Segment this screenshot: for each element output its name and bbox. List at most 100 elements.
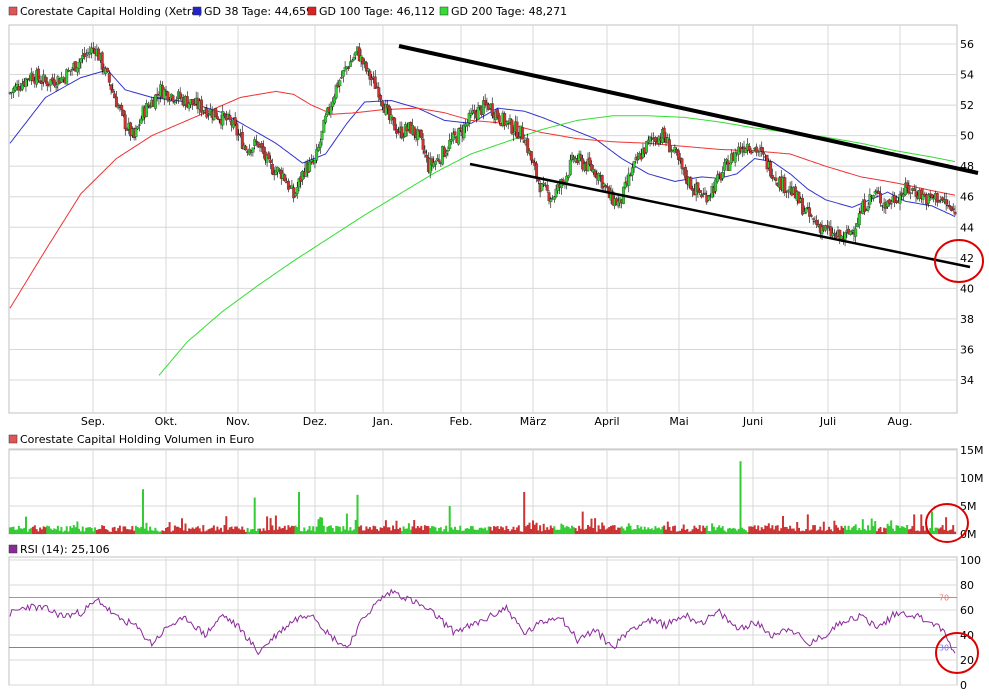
volume-bar — [608, 527, 611, 534]
volume-bar — [399, 527, 402, 534]
volume-bar — [223, 525, 226, 534]
candle-body — [520, 127, 524, 140]
volume-bar — [704, 527, 706, 534]
candle-body — [51, 77, 55, 82]
volume-bar — [16, 529, 19, 534]
candle-body — [627, 173, 631, 186]
volume-bar — [361, 530, 364, 534]
candle-body — [40, 81, 44, 84]
volume-bar — [611, 525, 614, 534]
volume-bar — [186, 531, 189, 534]
volume-bar — [563, 527, 566, 534]
volume-bar — [757, 525, 760, 534]
volume-bar — [815, 530, 818, 534]
volume-bar — [794, 530, 797, 534]
volume-bar — [778, 530, 781, 534]
candle-body — [90, 47, 94, 54]
volume-bar — [237, 528, 240, 534]
candle-body — [357, 47, 361, 62]
volume-bar — [551, 528, 554, 534]
volume-bar — [891, 528, 894, 534]
candle-body — [428, 158, 432, 174]
volume-bar — [195, 527, 198, 534]
volume-bar — [262, 528, 265, 534]
volume-bar — [99, 528, 102, 534]
volume-bar — [388, 527, 391, 534]
candle-body — [185, 96, 189, 108]
volume-bar — [14, 529, 17, 534]
candle-body — [476, 106, 480, 120]
volume-bar — [248, 531, 251, 534]
volume-bar — [157, 531, 160, 534]
lower-trendline — [469, 162, 971, 269]
volume-bar — [714, 530, 717, 534]
volume-bar — [709, 531, 712, 534]
volume-bar — [496, 526, 499, 534]
volume-bar — [571, 525, 573, 534]
volume-bar — [406, 528, 409, 534]
volume-bar — [810, 529, 813, 534]
volume-bar — [282, 528, 284, 534]
candle-body — [283, 174, 287, 181]
volume-bar — [484, 527, 487, 534]
volume-bar — [271, 525, 274, 534]
volume-bar — [227, 529, 230, 534]
candle-body — [531, 160, 535, 164]
volume-bar — [211, 527, 214, 534]
volume-bar — [393, 529, 396, 534]
volume-bar — [163, 531, 166, 534]
volume-bar — [599, 529, 602, 534]
candle-body — [348, 61, 352, 67]
volume-bar — [33, 525, 36, 534]
candle-body — [542, 182, 546, 185]
candle-body — [871, 195, 875, 199]
volume-bar — [445, 525, 448, 534]
volume-bar — [17, 526, 20, 534]
candle-body — [309, 159, 313, 163]
volume-bar — [941, 525, 944, 534]
volume-bar — [602, 525, 605, 534]
volume-bar — [691, 529, 694, 534]
legend-stock: Corestate Capital Holding (Xetra) — [20, 5, 202, 18]
volume-bar — [30, 527, 33, 534]
candle-body — [854, 228, 858, 237]
volume-bar — [574, 528, 577, 534]
price-y-tick: 40 — [960, 282, 974, 295]
candle-body — [297, 178, 301, 187]
volume-bar — [613, 525, 616, 534]
volume-bar — [936, 527, 939, 534]
candle-body — [175, 99, 179, 101]
volume-bar — [620, 526, 623, 534]
candle-body — [496, 109, 500, 118]
volume-bar — [269, 518, 272, 534]
candle-body — [269, 159, 273, 163]
candle-body — [444, 152, 448, 156]
candle-body — [645, 141, 648, 153]
legend-swatch-rsi — [8, 544, 18, 554]
volume-bar — [663, 525, 666, 534]
volume-bar — [485, 530, 488, 534]
volume-bar — [83, 531, 86, 534]
candle-body — [941, 197, 945, 201]
volume-bar — [214, 530, 217, 534]
rsi-y-tick: 60 — [960, 604, 974, 617]
candle-body — [478, 105, 482, 107]
volume-bar — [188, 528, 191, 534]
volume-bar — [228, 527, 231, 534]
candle-body — [590, 164, 593, 171]
candle-body — [490, 103, 494, 116]
candle-body — [898, 194, 902, 204]
volume-bar — [835, 525, 838, 534]
volume-bar — [656, 528, 659, 534]
candle-body — [70, 69, 74, 71]
volume-bar — [257, 528, 260, 534]
volume-bar — [94, 527, 97, 534]
volume-bar — [189, 528, 192, 534]
volume-bar — [422, 530, 425, 534]
volume-bar — [266, 516, 269, 534]
volume-bar — [762, 529, 765, 534]
candle-body — [856, 223, 859, 228]
volume-bar — [826, 529, 829, 534]
volume-bar — [363, 530, 366, 534]
